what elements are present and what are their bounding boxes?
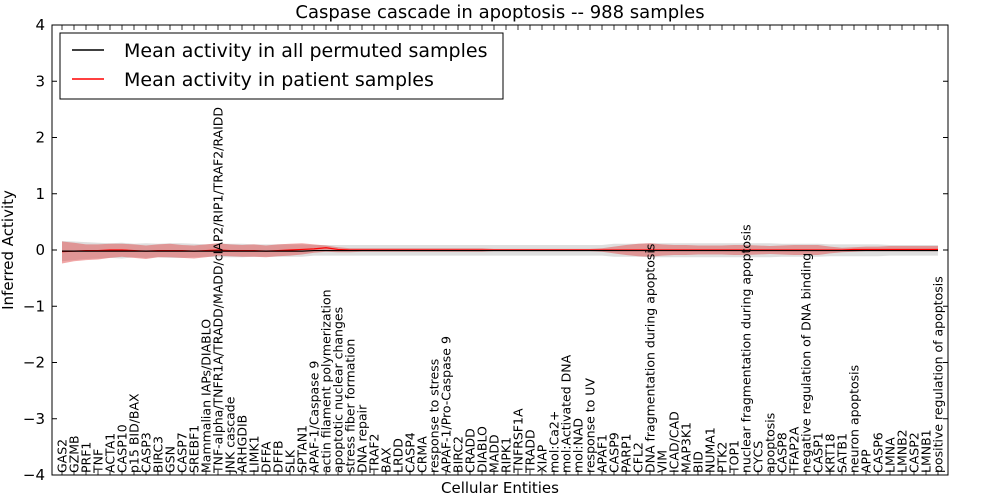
x-tick-label: KRT18	[823, 433, 838, 473]
x-tick-label: RIPK1	[499, 437, 514, 473]
x-tick-label: TNF-alpha/TNFR1A/TRADD/MADD/cIAP2/RIP1/T…	[211, 107, 226, 474]
legend-box	[59, 32, 504, 100]
x-tick-label: response to UV	[583, 378, 598, 473]
y-tick-label: −3	[23, 410, 45, 428]
x-tick-label: LMNA	[883, 437, 898, 473]
x-tick-label: CRMA	[415, 436, 430, 473]
x-tick-label: CASP6	[871, 432, 886, 473]
x-tick-label: TNF	[91, 449, 106, 474]
x-tick-label: LMNB2	[895, 429, 910, 473]
x-tick-label: JNK cascade	[223, 396, 238, 474]
y-tick-label: 2	[35, 129, 45, 147]
x-tick-label: CASP9	[607, 432, 622, 473]
x-tick-label: CASP7	[175, 432, 190, 473]
x-tick-label: DIABLO	[475, 426, 490, 473]
axes: 4 3 2 1 0 −1 −2 −3 −4	[23, 16, 949, 484]
x-tick-label: TRADD	[523, 429, 538, 474]
x-tick-label: SPTAN1	[295, 425, 310, 473]
x-tick-label: GZMB	[67, 435, 82, 473]
x-tick-label: APP	[859, 449, 874, 473]
x-tick-label: CASP3	[139, 432, 154, 473]
x-tick-label: DNA fragmentation during apoptosis	[643, 244, 658, 473]
series-lines	[61, 247, 938, 253]
x-tick-label: PARP1	[619, 434, 634, 473]
y-tick-label: 4	[35, 16, 45, 34]
x-tick-label: PTK2	[715, 442, 730, 473]
x-tick-label: mol:Activated DNA	[559, 354, 574, 473]
x-tick-label: apoptotic nuclear changes	[331, 307, 346, 473]
x-tick-label: actin filament polymerization	[319, 289, 334, 473]
x-tick-label: apoptosis	[763, 413, 778, 473]
patient-band	[62, 241, 938, 264]
x-tick-label: CASP10	[115, 424, 130, 473]
y-tick-label: 0	[35, 241, 45, 259]
x-tick-label: CRADD	[463, 428, 478, 473]
x-tick-label: LMNB1	[919, 429, 934, 473]
x-tick-label: positive regulation of apoptosis	[931, 276, 946, 473]
x-tick-label: PRF1	[79, 442, 94, 473]
x-tick-label: SLK	[283, 449, 298, 473]
x-tick-label: LRDD	[391, 438, 406, 473]
y-tick-label: 1	[35, 185, 45, 203]
x-tick-label: mol:Ca2+	[547, 411, 562, 473]
chart-title: Caspase cascade in apoptosis -- 988 samp…	[295, 2, 704, 23]
x-tick-label: neuron apoptosis	[847, 365, 862, 473]
x-tick-label: CFL2	[631, 442, 646, 473]
x-tick-label: MADD	[487, 434, 502, 473]
x-tick-label: LIMK1	[247, 435, 262, 473]
x-tick-label: NUMA1	[703, 427, 718, 473]
x-tick-label: CASP1	[811, 432, 826, 473]
x-tick-label: XIAP	[535, 444, 550, 473]
x-tick-label: negative regulation of DNA binding	[799, 253, 814, 473]
x-tick-label: DNA repair	[355, 404, 370, 473]
x-tick-label: VIM	[655, 450, 670, 473]
x-tick-label: MAP3K1	[679, 422, 694, 473]
x-tick-label: DFFB	[271, 440, 286, 473]
x-tick-label: p15 BID/BAX	[127, 393, 142, 473]
x-tick-label: APAF-1/Caspase 9	[307, 361, 322, 473]
x-tick-label: APAF-1/Pro-Caspase 9	[439, 336, 454, 473]
y-tick-label: −2	[23, 354, 45, 372]
x-tick-label: nuclear fragmentation during apoptosis	[739, 224, 754, 473]
x-tick-label: SATB1	[835, 433, 850, 473]
y-axis-label: Inferred Activity	[0, 190, 17, 310]
x-tick-label: BAX	[379, 447, 394, 473]
y-tick-label: 3	[35, 72, 45, 90]
x-tick-label: TRAF2	[367, 433, 382, 474]
legend: Mean activity in all permuted samples Mea…	[59, 32, 504, 100]
legend-label-patient: Mean activity in patient samples	[124, 69, 434, 91]
x-tick-label: response to stress	[427, 359, 442, 473]
x-tick-label: TOP1	[727, 440, 742, 474]
x-tick-label: ICAD/CAD	[667, 411, 682, 473]
x-tick-label: GSN	[163, 446, 178, 473]
x-tick-label: ARHGDIB	[235, 415, 250, 473]
x-tick-label: TFAP2A	[787, 426, 802, 474]
x-tick-label: SREBF1	[187, 425, 202, 473]
x-tick-label: BID	[691, 451, 706, 473]
x-axis-label: Cellular Entities	[441, 479, 559, 497]
x-tick-label: ACTA1	[103, 433, 118, 473]
x-tick-label: CASP2	[907, 432, 922, 473]
x-tick-label: CYCS	[751, 441, 766, 473]
legend-label-permuted: Mean activity in all permuted samples	[124, 40, 487, 62]
x-tick-label: APAF1	[595, 434, 610, 473]
x-tick-label: CASP4	[403, 432, 418, 473]
y-tick-label: −4	[23, 466, 45, 484]
permuted-mean-line	[62, 249, 938, 252]
x-tick-label: BIRC3	[151, 436, 166, 473]
y-tick-label: −1	[23, 297, 45, 315]
x-tick-label: stress fiber formation	[343, 339, 358, 473]
x-tick-label: BIRC2	[451, 436, 466, 473]
x-tick-label: GAS2	[55, 439, 70, 473]
x-tick-label: CASP8	[775, 432, 790, 473]
x-tick-label: DFFA	[259, 441, 274, 473]
x-tick-label: mol:NAD	[571, 418, 586, 473]
x-tick-label: Mammalian IAPs/DIABLO	[199, 319, 214, 473]
x-tick-label: TNFRSF1A	[511, 408, 526, 474]
